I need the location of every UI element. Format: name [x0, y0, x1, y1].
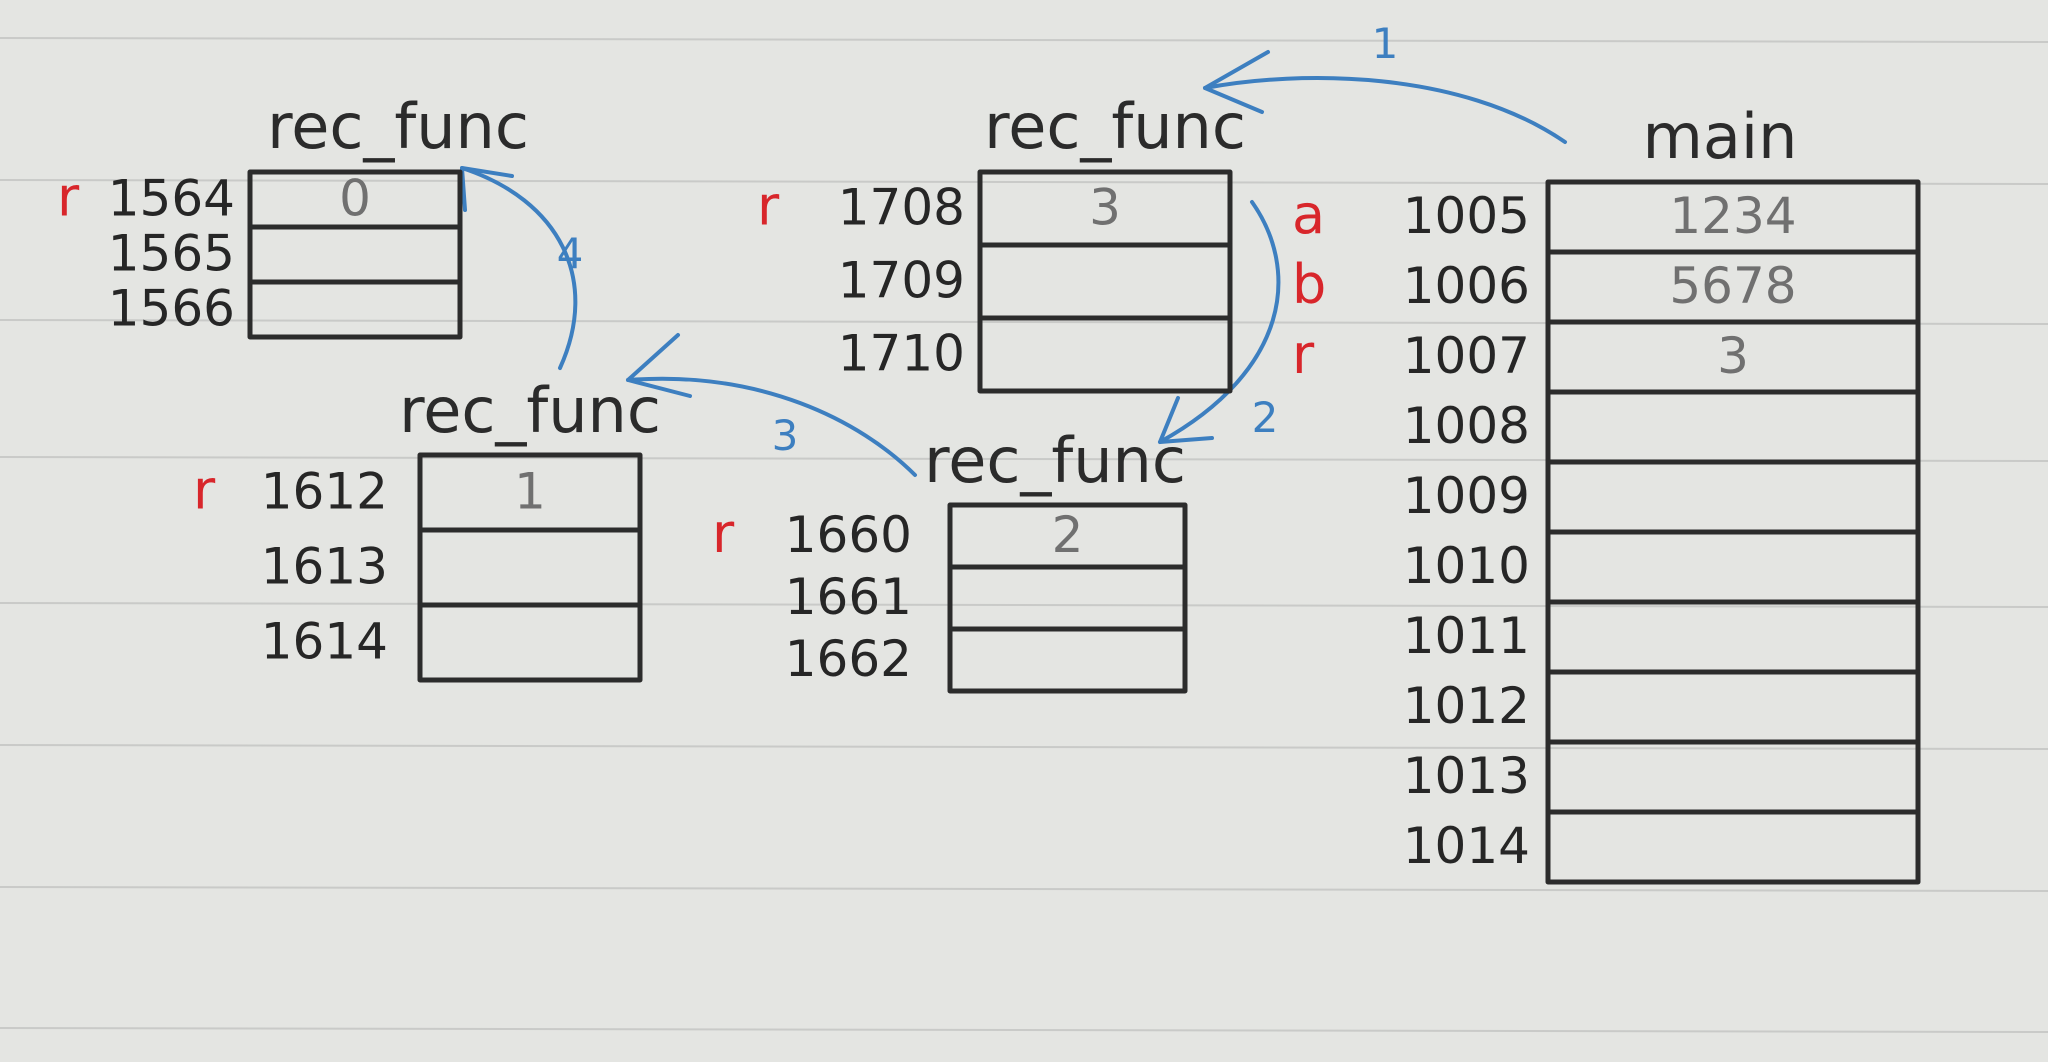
memory-address: 1007: [1403, 327, 1530, 385]
ruling-line-8: [0, 1028, 2048, 1032]
cell-value: 2: [1052, 506, 1084, 564]
memory-address: 1012: [1403, 677, 1530, 735]
call-arrow-1: 1: [1205, 19, 1565, 142]
memory-address: 1710: [838, 325, 965, 383]
cell-value: 1: [514, 463, 546, 521]
variable-label: a: [1292, 183, 1325, 246]
call-step-label: 3: [772, 411, 799, 460]
memory-address: 1613: [261, 538, 388, 596]
cell-value: 3: [1717, 327, 1749, 385]
memory-address: 1660: [785, 506, 912, 564]
frame-title: rec_func: [399, 374, 661, 447]
memory-address: 1006: [1403, 257, 1530, 315]
stack-frame-main: main a 1005 1234 b 1006 5678 r 1007 3 1008 1009 1010…: [1292, 100, 1918, 882]
call-arrow-4: 4: [462, 168, 583, 368]
call-step-label: 1: [1372, 19, 1399, 68]
frame-title: rec_func: [924, 424, 1186, 497]
memory-address: 1661: [785, 568, 912, 626]
ruling-line-7: [0, 887, 2048, 891]
memory-address: 1565: [108, 225, 235, 283]
memory-address: 1566: [108, 280, 235, 338]
variable-label: r: [193, 459, 216, 522]
memory-address: 1709: [838, 252, 965, 310]
variable-label: r: [712, 502, 735, 565]
memory-address: 1010: [1403, 537, 1530, 595]
memory-address: 1612: [261, 463, 388, 521]
memory-address: 1564: [108, 170, 235, 228]
ruling-line-6: [0, 745, 2048, 749]
memory-address: 1009: [1403, 467, 1530, 525]
memory-address: 1011: [1403, 607, 1530, 665]
memory-address: 1662: [785, 630, 912, 688]
cell-value: 0: [339, 170, 371, 228]
frame-title: rec_func: [984, 90, 1246, 163]
cell-value: 3: [1089, 179, 1121, 237]
memory-address: 1614: [261, 613, 388, 671]
frame-title: main: [1643, 100, 1798, 173]
memory-address: 1014: [1403, 817, 1530, 875]
call-step-label: 4: [557, 229, 584, 278]
ruling-line-1: [0, 38, 2048, 42]
memory-address: 1005: [1403, 187, 1530, 245]
memory-address: 1008: [1403, 397, 1530, 455]
variable-label: b: [1292, 253, 1326, 316]
variable-label: r: [57, 166, 80, 229]
memory-address: 1708: [838, 179, 965, 237]
variable-label: r: [1292, 323, 1315, 386]
cell-value: 1234: [1669, 187, 1796, 245]
call-step-label: 2: [1252, 393, 1279, 442]
memory-address: 1013: [1403, 747, 1530, 805]
frame-title: rec_func: [267, 90, 529, 163]
variable-label: r: [757, 175, 780, 238]
cell-value: 5678: [1669, 257, 1796, 315]
